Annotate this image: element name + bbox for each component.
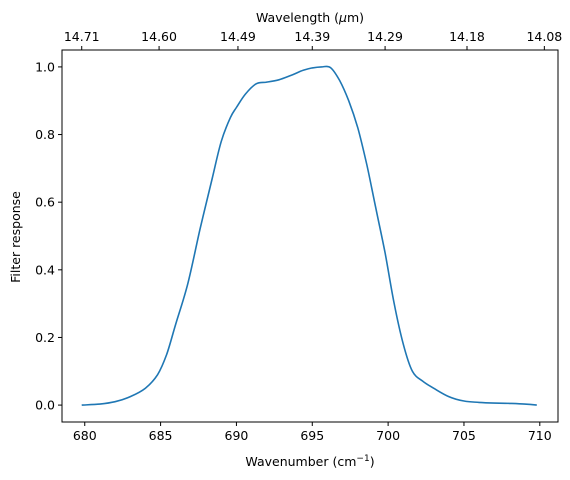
y-tick-label: 0.2 <box>35 330 55 345</box>
y-tick-label: 0.0 <box>35 398 55 413</box>
x-tick-label: 690 <box>225 428 249 443</box>
x-tick-label: 685 <box>149 428 173 443</box>
top-x-tick-label: 14.08 <box>526 29 562 44</box>
x-tick-label: 680 <box>73 428 97 443</box>
y-tick-label: 0.8 <box>35 127 55 142</box>
x-axis-label-close: ) <box>370 454 375 469</box>
top-x-axis-label-mu: μ <box>338 10 347 25</box>
series-line <box>81 65 537 406</box>
x-tick-label: 695 <box>300 428 324 443</box>
x-tick-label: 705 <box>452 428 476 443</box>
left-y-axis: 0.0 0.2 0.4 0.6 0.8 1.0 <box>35 59 62 413</box>
top-x-tick-label: 14.18 <box>449 29 485 44</box>
top-x-axis: 14.71 14.60 14.49 14.39 14.29 14.18 14.08 <box>64 29 562 50</box>
top-x-tick-label: 14.60 <box>141 29 177 44</box>
y-tick-label: 0.4 <box>35 262 55 277</box>
plot-layer <box>81 65 537 406</box>
top-x-tick-label: 14.39 <box>294 29 330 44</box>
y-tick-label: 0.6 <box>35 195 55 210</box>
top-x-tick-label: 14.49 <box>220 29 256 44</box>
x-tick-label: 700 <box>376 428 400 443</box>
bottom-x-axis: 680 685 690 695 700 705 710 <box>73 422 552 443</box>
y-tick-label: 1.0 <box>35 59 55 74</box>
top-x-axis-label: Wavelength (μm) <box>256 10 364 25</box>
x-axis-label-superscript: −1 <box>356 454 369 464</box>
x-axis-label-main: Wavenumber (cm <box>245 454 356 469</box>
y-axis-label: Filter response <box>8 191 23 283</box>
x-axis-label: Wavenumber (cm−1) <box>245 454 374 469</box>
x-tick-label: 710 <box>528 428 552 443</box>
top-x-axis-label-main: Wavelength ( <box>256 10 339 25</box>
plot-frame <box>61 49 559 423</box>
top-x-axis-label-close: m) <box>347 10 364 25</box>
top-x-tick-label: 14.29 <box>367 29 403 44</box>
top-x-tick-label: 14.71 <box>64 29 100 44</box>
